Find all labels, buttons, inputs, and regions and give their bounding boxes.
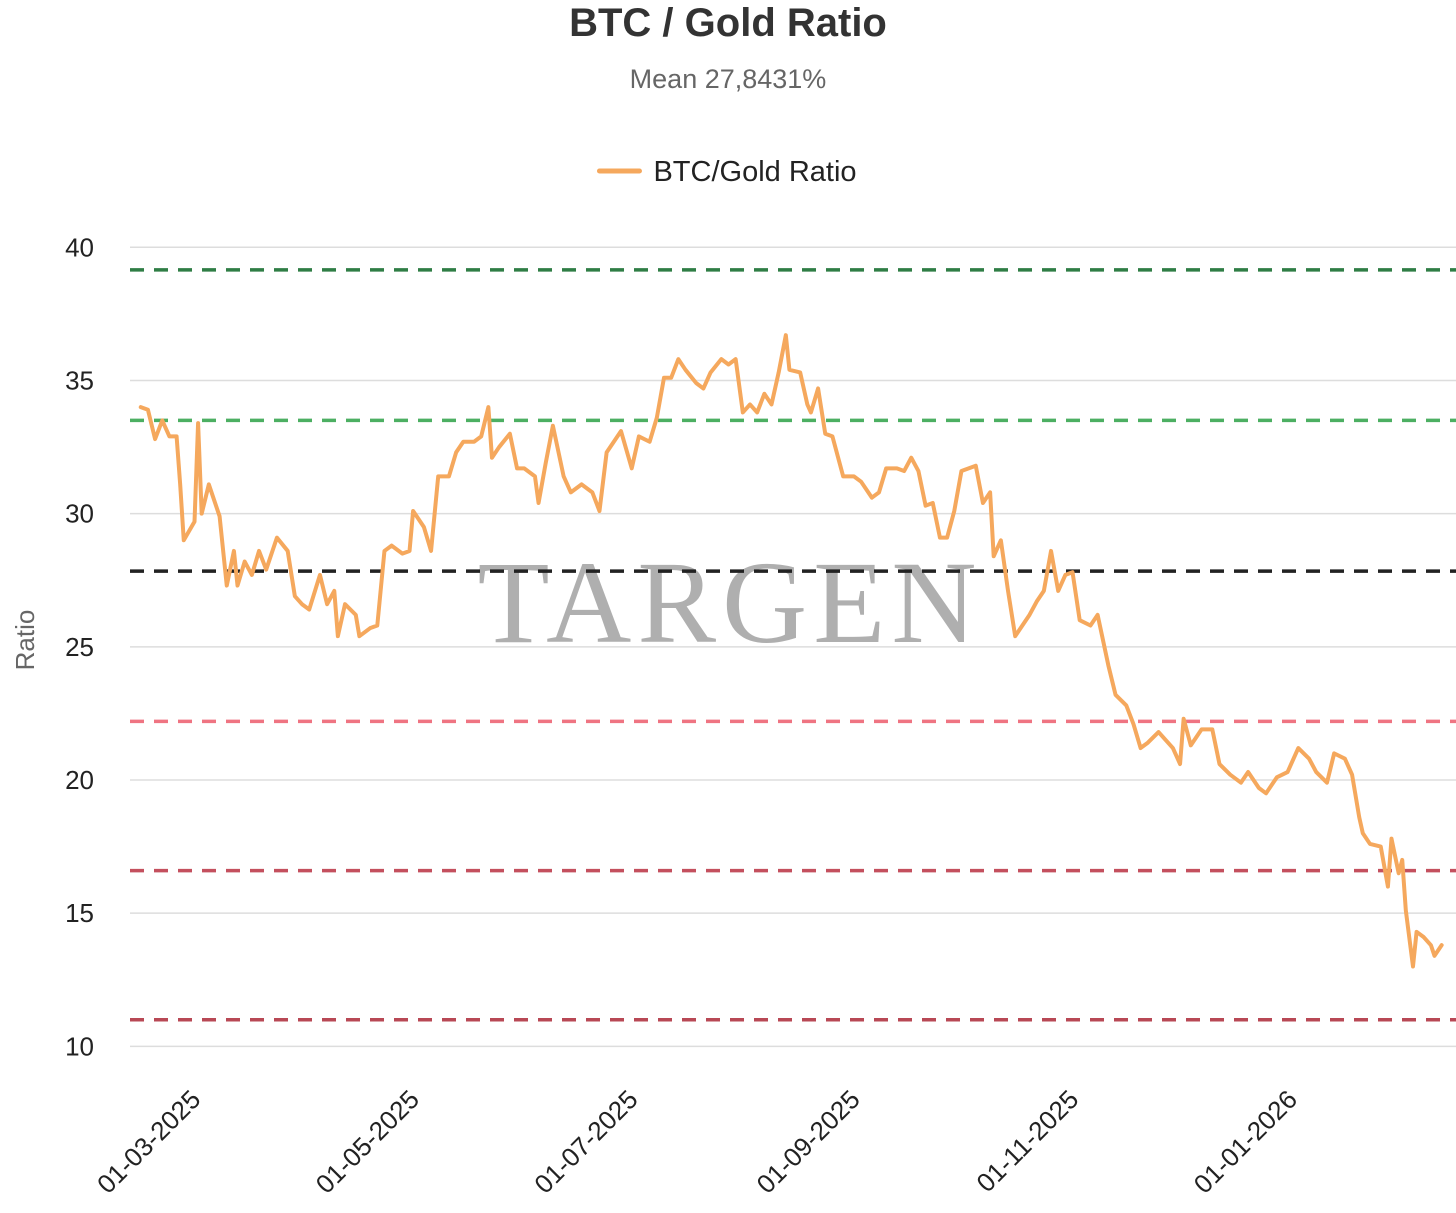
y-tick-label: 30 bbox=[65, 499, 94, 529]
watermark: TARGEN bbox=[477, 537, 982, 668]
x-tick-label: 01-03-2025 bbox=[91, 1084, 206, 1199]
y-tick-label: 40 bbox=[65, 232, 94, 262]
x-tick-label: 01-07-2025 bbox=[528, 1084, 643, 1199]
chart-title: BTC / Gold Ratio bbox=[569, 1, 887, 45]
y-tick-label: 20 bbox=[65, 765, 94, 795]
x-tick-label: 01-11-2025 bbox=[970, 1084, 1084, 1198]
y-axis-label: Ratio bbox=[10, 610, 40, 671]
y-tick-label: 35 bbox=[65, 365, 94, 395]
y-tick-label: 25 bbox=[65, 632, 94, 662]
legend-label: BTC/Gold Ratio bbox=[653, 156, 856, 188]
x-tick-label: 01-01-2026 bbox=[1188, 1084, 1303, 1199]
y-tick-label: 15 bbox=[65, 898, 94, 928]
chart-subtitle: Mean 27,8431% bbox=[630, 64, 827, 94]
x-tick-label: 01-09-2025 bbox=[750, 1084, 865, 1199]
x-tick-label: 01-05-2025 bbox=[310, 1084, 425, 1199]
series-line bbox=[138, 333, 1444, 969]
y-tick-label: 10 bbox=[65, 1031, 94, 1061]
